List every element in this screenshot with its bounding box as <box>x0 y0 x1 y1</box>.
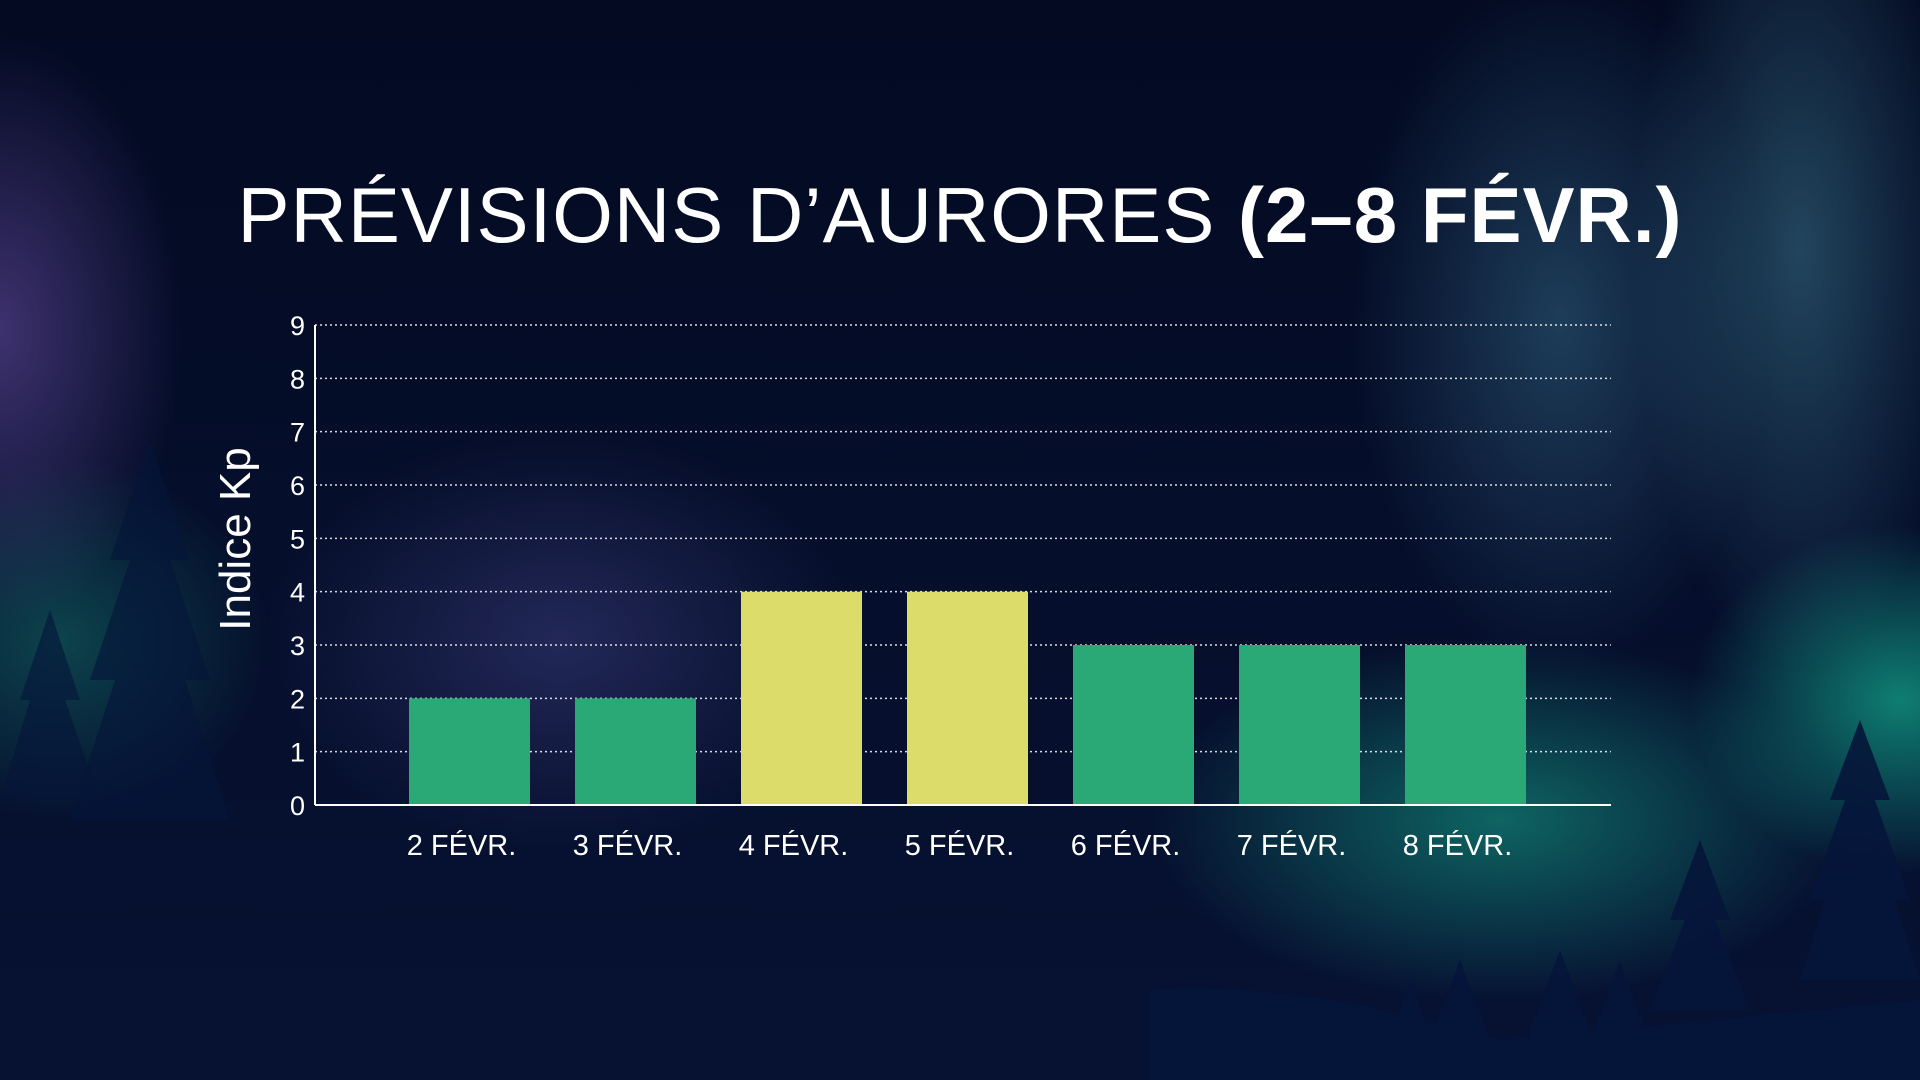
x-category-label: 3 FÉVR. <box>573 829 683 862</box>
x-category-label: 4 FÉVR. <box>739 829 849 862</box>
title-main: PRÉVISIONS D’AURORES <box>237 171 1216 259</box>
bar-7 <box>1405 645 1526 805</box>
y-tick-label: 3 <box>290 631 305 661</box>
x-category-label: 6 FÉVR. <box>1071 829 1181 862</box>
x-category-label: 7 FÉVR. <box>1237 829 1347 862</box>
bar-4 <box>907 591 1028 805</box>
y-tick-label: 7 <box>290 418 305 448</box>
y-axis-label: Indice Kp <box>211 447 260 630</box>
y-tick-label: 2 <box>290 684 305 714</box>
y-tick-label: 8 <box>290 364 305 394</box>
y-tick-label: 0 <box>290 791 305 821</box>
y-tick-label: 5 <box>290 524 305 554</box>
y-tick-label: 9 <box>290 311 305 341</box>
bar-1 <box>409 698 530 805</box>
y-tick-label: 6 <box>290 471 305 501</box>
bar-5 <box>1073 645 1194 805</box>
bar-3 <box>741 591 862 805</box>
title-date-range: (2–8 FÉVR.) <box>1238 171 1683 259</box>
x-category-label: 8 FÉVR. <box>1403 829 1513 862</box>
y-tick-label: 4 <box>290 578 305 608</box>
x-category-label: 2 FÉVR. <box>407 829 517 862</box>
x-category-label: 5 FÉVR. <box>905 829 1015 862</box>
bar-6 <box>1239 645 1360 805</box>
bar-2 <box>575 698 696 805</box>
chart-title: PRÉVISIONS D’AURORES (2–8 FÉVR.) <box>0 170 1920 261</box>
y-tick-label: 1 <box>290 738 305 768</box>
